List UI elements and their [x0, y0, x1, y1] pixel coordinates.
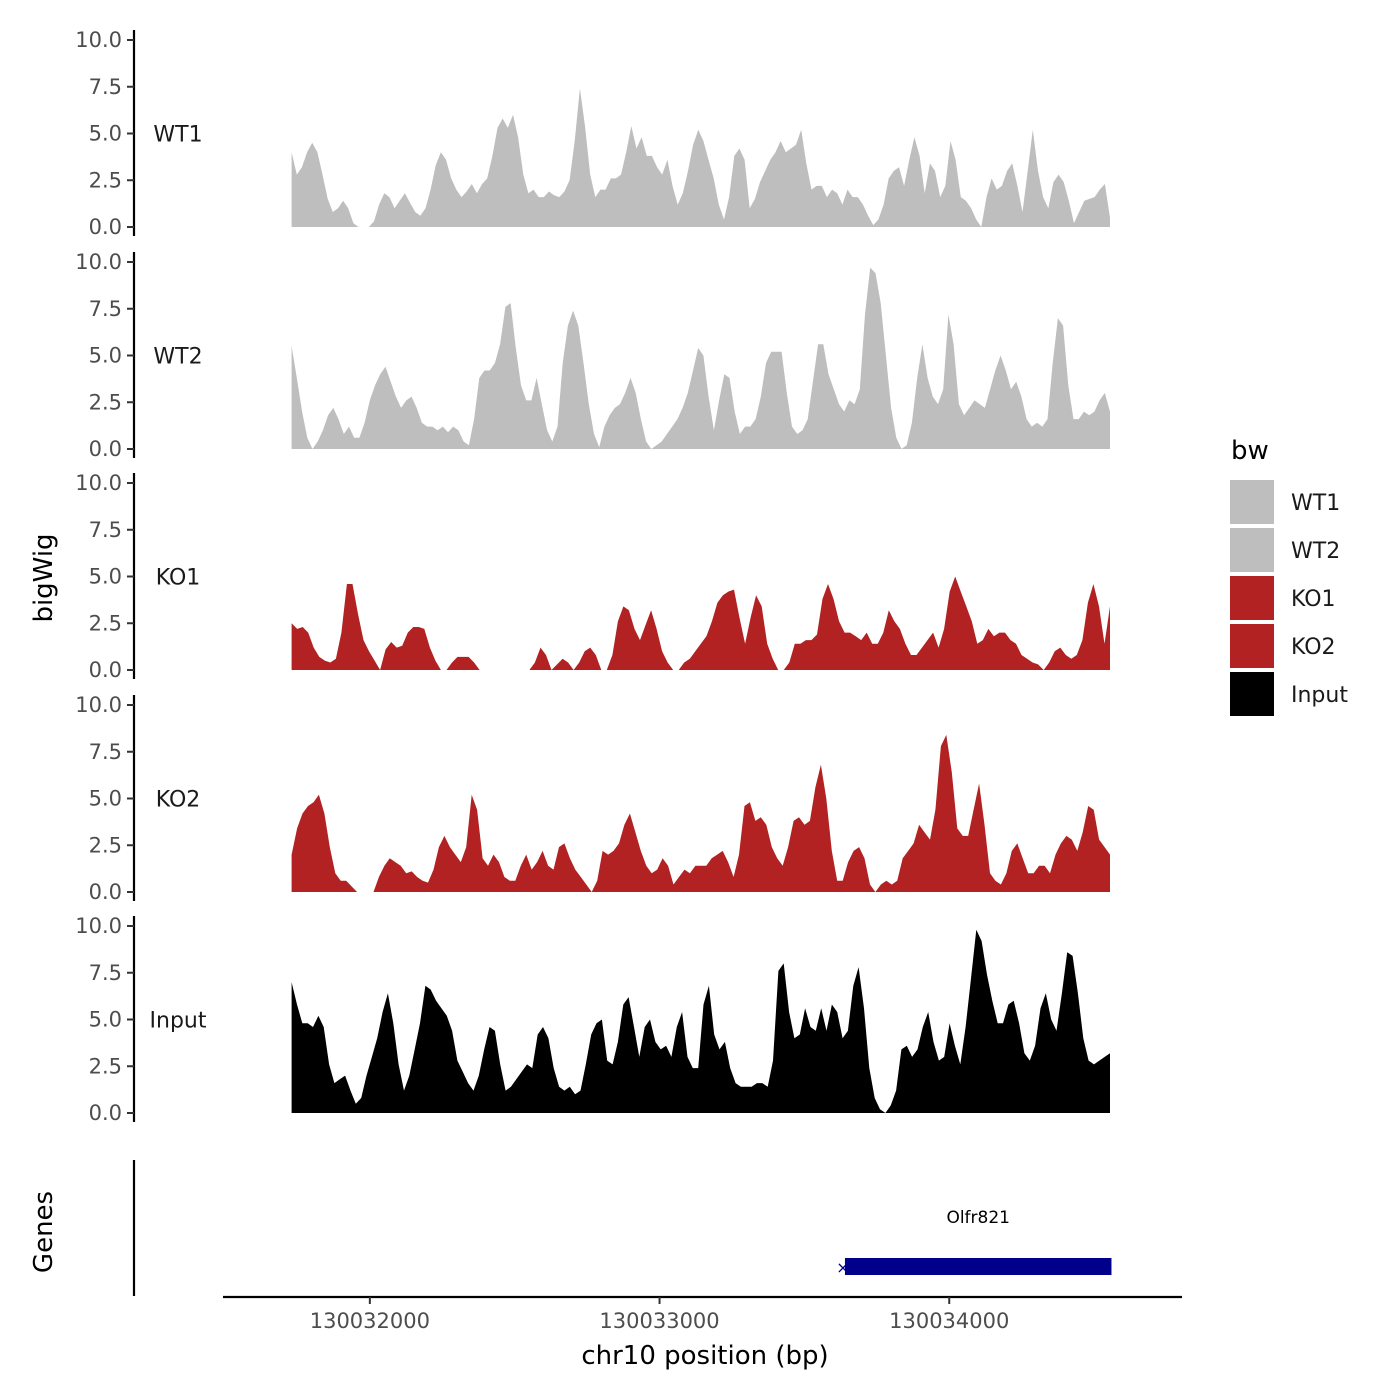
track-label: Input [150, 1009, 207, 1034]
legend-item-wt1: WT1 [1230, 480, 1340, 524]
track-input: 0.0 2.5 5.0 7.5 10.0 Input [75, 914, 1111, 1125]
x-tick-label: 130032000 [310, 1309, 430, 1333]
y-tick-label: 5.0 [89, 565, 122, 589]
x-tick-label: 130034000 [889, 1309, 1009, 1333]
y-tick-label: 0.0 [89, 1101, 122, 1125]
y-tick-label: 10.0 [75, 693, 122, 717]
x-axis: 130032000 130033000 130034000 [223, 1295, 1182, 1333]
track-label: WT1 [153, 123, 202, 148]
y-tick-label: 7.5 [89, 518, 122, 542]
y-tick-label: 0.0 [89, 437, 122, 461]
y-tick-label: 10.0 [75, 914, 122, 938]
legend-swatch [1230, 672, 1274, 716]
y-tick-label: 5.0 [89, 1008, 122, 1032]
track-wt1: 0.0 2.5 5.0 7.5 10.0 WT1 [75, 28, 1111, 239]
y-tick-label: 2.5 [89, 611, 122, 635]
y-tick-label: 5.0 [89, 787, 122, 811]
legend-swatch [1230, 576, 1274, 620]
track-wt2: 0.0 2.5 5.0 7.5 10.0 WT2 [75, 250, 1111, 461]
legend-swatch [1230, 528, 1274, 572]
y-tick-label: 2.5 [89, 1054, 122, 1078]
x-tick-label: 130033000 [599, 1309, 719, 1333]
y-tick-label: 5.0 [89, 122, 122, 146]
track-label: KO2 [156, 788, 201, 813]
y-tick-label: 0.0 [89, 658, 122, 682]
legend-item-input: Input [1230, 672, 1348, 716]
y-tick-label: 7.5 [89, 297, 122, 321]
bigwig-tracks: 0.02.55.07.510.0WT10.02.55.07.510.0WT20.… [75, 28, 1111, 1125]
legend-item-ko2: KO2 [1230, 624, 1336, 668]
gene-olfr821: × Olfr821 [836, 1208, 1112, 1277]
legend-label: WT1 [1291, 491, 1340, 516]
strand-marker: × [836, 1258, 849, 1277]
track-ko1: 0.0 2.5 5.0 7.5 10.0 KO1 [75, 471, 1111, 682]
gene-body [844, 1258, 1112, 1275]
track-label: KO1 [156, 566, 201, 591]
legend-label: Input [1291, 683, 1348, 708]
legend-title: bw [1231, 436, 1269, 466]
legend-label: KO2 [1291, 635, 1336, 660]
y-tick-label: 2.5 [89, 168, 122, 192]
gene-label: Olfr821 [946, 1208, 1010, 1228]
y-tick-label: 10.0 [75, 250, 122, 274]
area-input [291, 929, 1111, 1113]
area-ko2 [291, 734, 1111, 892]
genes-panel: × Olfr821 [132, 1160, 1112, 1296]
area-wt1 [291, 88, 1111, 227]
genes-axis-title: Genes [29, 1191, 59, 1273]
y-tick-label: 10.0 [75, 28, 122, 52]
legend-swatch [1230, 624, 1274, 668]
y-tick-label: 7.5 [89, 961, 122, 985]
y-tick-label: 5.0 [89, 344, 122, 368]
area-wt2 [291, 267, 1111, 449]
y-tick-label: 7.5 [89, 740, 122, 764]
y-tick-label: 0.0 [89, 215, 122, 239]
legend-item-wt2: WT2 [1230, 528, 1340, 572]
legend-label: WT2 [1291, 539, 1340, 564]
area-ko1 [291, 576, 1111, 670]
y-axis-title: bigWig [29, 533, 59, 622]
y-tick-label: 0.0 [89, 880, 122, 904]
y-tick-label: 2.5 [89, 390, 122, 414]
legend: bw WT1 WT2 KO1 KO2 Input [1230, 436, 1348, 716]
legend-label: KO1 [1291, 587, 1336, 612]
track-label: WT2 [153, 345, 202, 370]
legend-swatch [1230, 480, 1274, 524]
y-tick-label: 2.5 [89, 833, 122, 857]
y-tick-label: 10.0 [75, 471, 122, 495]
x-axis-title: chr10 position (bp) [581, 1341, 828, 1371]
track-ko2: 0.0 2.5 5.0 7.5 10.0 KO2 [75, 693, 1111, 904]
legend-item-ko1: KO1 [1230, 576, 1336, 620]
y-tick-label: 7.5 [89, 75, 122, 99]
